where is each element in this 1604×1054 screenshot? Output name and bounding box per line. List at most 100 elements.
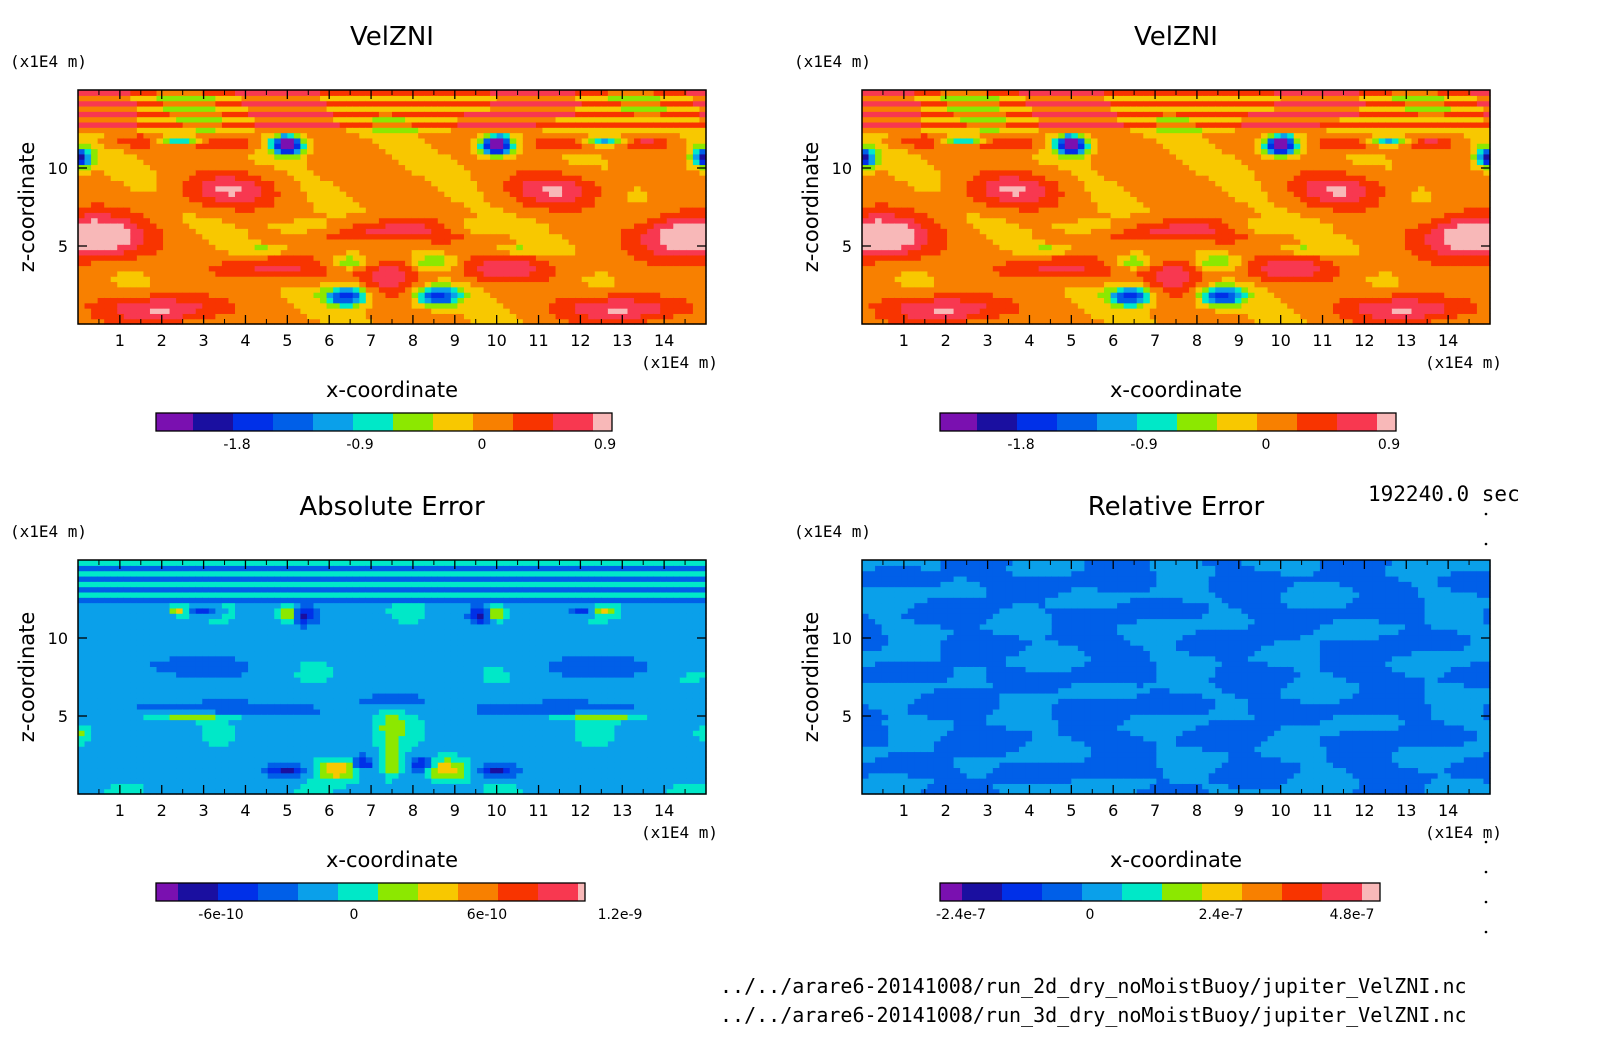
heatmap-cell <box>365 249 373 256</box>
heatmap-cell <box>300 153 308 160</box>
heatmap-cell <box>267 308 275 314</box>
heatmap-cell <box>424 244 432 251</box>
heatmap-cell <box>372 90 380 96</box>
heatmap-cell <box>699 228 707 235</box>
heatmap-cell <box>450 127 459 134</box>
heatmap-cell <box>372 196 380 203</box>
heatmap-cell <box>666 95 674 102</box>
heatmap-cell <box>235 196 243 203</box>
heatmap-cell <box>660 116 668 123</box>
heatmap-cell <box>280 116 288 123</box>
heatmap-cell <box>136 143 145 150</box>
heatmap-cell <box>91 121 99 128</box>
heatmap-cell <box>588 286 596 293</box>
heatmap-cell <box>601 244 609 251</box>
heatmap-cell <box>614 292 622 299</box>
heatmap-cell <box>568 90 576 96</box>
heatmap-cell <box>182 217 190 224</box>
heatmap-cell <box>398 121 406 128</box>
heatmap-cell <box>862 116 870 123</box>
heatmap-cell <box>293 281 302 288</box>
heatmap-cell <box>156 159 164 166</box>
heatmap-cell <box>901 222 909 229</box>
heatmap-cell <box>666 276 674 283</box>
heatmap-cell <box>195 191 203 197</box>
heatmap-cell <box>202 153 210 160</box>
heatmap-cell <box>189 308 197 314</box>
heatmap-cell <box>562 180 570 187</box>
heatmap-cell <box>267 143 275 150</box>
heatmap-cell <box>228 105 236 112</box>
heatmap-cell <box>927 100 935 107</box>
heatmap-cell <box>320 260 328 267</box>
heatmap-cell <box>940 95 948 102</box>
heatmap-cell <box>535 270 544 277</box>
heatmap-cell <box>868 143 876 150</box>
heatmap-cell <box>542 127 550 134</box>
heatmap-cell <box>195 265 203 272</box>
heatmap-cell <box>875 260 883 267</box>
heatmap-cell <box>359 318 367 325</box>
heatmap-cell <box>149 180 158 187</box>
heatmap-cell <box>274 254 282 261</box>
heatmap-cell <box>182 90 190 96</box>
heatmap-cell <box>914 132 922 139</box>
heatmap-cell <box>392 105 400 112</box>
heatmap-cell <box>953 169 961 176</box>
heatmap-cell <box>601 111 609 118</box>
heatmap-cell <box>509 100 517 107</box>
heatmap-cell <box>450 292 459 299</box>
heatmap-cell <box>888 308 896 314</box>
heatmap-cell <box>947 164 955 171</box>
heatmap-cell <box>686 238 694 245</box>
heatmap-cell <box>542 90 550 96</box>
heatmap-cell <box>581 105 589 112</box>
heatmap-cell <box>444 164 452 171</box>
heatmap-cell <box>346 270 354 277</box>
heatmap-cell <box>352 143 360 150</box>
heatmap-cell <box>149 100 158 107</box>
heatmap-cell <box>392 143 400 150</box>
heatmap-cell <box>280 265 288 272</box>
heatmap-cell <box>660 244 668 251</box>
heatmap-cell <box>84 180 92 187</box>
heatmap-cell <box>385 238 393 245</box>
heatmap-cell <box>287 270 295 277</box>
heatmap-cell <box>313 286 321 293</box>
heatmap-cell <box>907 212 915 219</box>
heatmap-cell <box>339 169 347 176</box>
heatmap-cell <box>248 164 256 171</box>
heatmap-cell <box>300 111 308 118</box>
heatmap-cell <box>287 105 295 112</box>
heatmap-cell <box>149 270 158 277</box>
heatmap-cell <box>940 148 948 155</box>
heatmap-cell <box>614 95 622 102</box>
heatmap-cell <box>163 148 171 155</box>
heatmap-cell <box>529 313 537 320</box>
heatmap-cell <box>372 292 380 299</box>
heatmap-cell <box>914 260 922 267</box>
heatmap-cell <box>914 265 922 272</box>
heatmap-cell <box>529 249 537 256</box>
heatmap-cell <box>686 249 694 256</box>
heatmap-cell <box>640 276 648 283</box>
heatmap-cell <box>352 212 360 219</box>
heatmap-cell <box>97 169 105 176</box>
heatmap-cell <box>176 212 184 219</box>
heatmap-cell <box>287 286 295 293</box>
heatmap-cell <box>169 233 177 240</box>
heatmap-cell <box>418 175 426 182</box>
heatmap-cell <box>195 201 203 208</box>
heatmap-cell <box>372 164 380 171</box>
heatmap-cell <box>405 265 413 272</box>
heatmap-cell <box>215 265 223 272</box>
heatmap-cell <box>431 260 439 267</box>
heatmap-cell <box>933 244 942 251</box>
heatmap-cell <box>933 191 942 197</box>
heatmap-cell <box>313 292 321 299</box>
heatmap-cell <box>894 153 902 160</box>
heatmap-cell <box>640 249 648 256</box>
heatmap-cell <box>894 260 902 267</box>
heatmap-cell <box>117 164 125 171</box>
heatmap-cell <box>123 180 131 187</box>
